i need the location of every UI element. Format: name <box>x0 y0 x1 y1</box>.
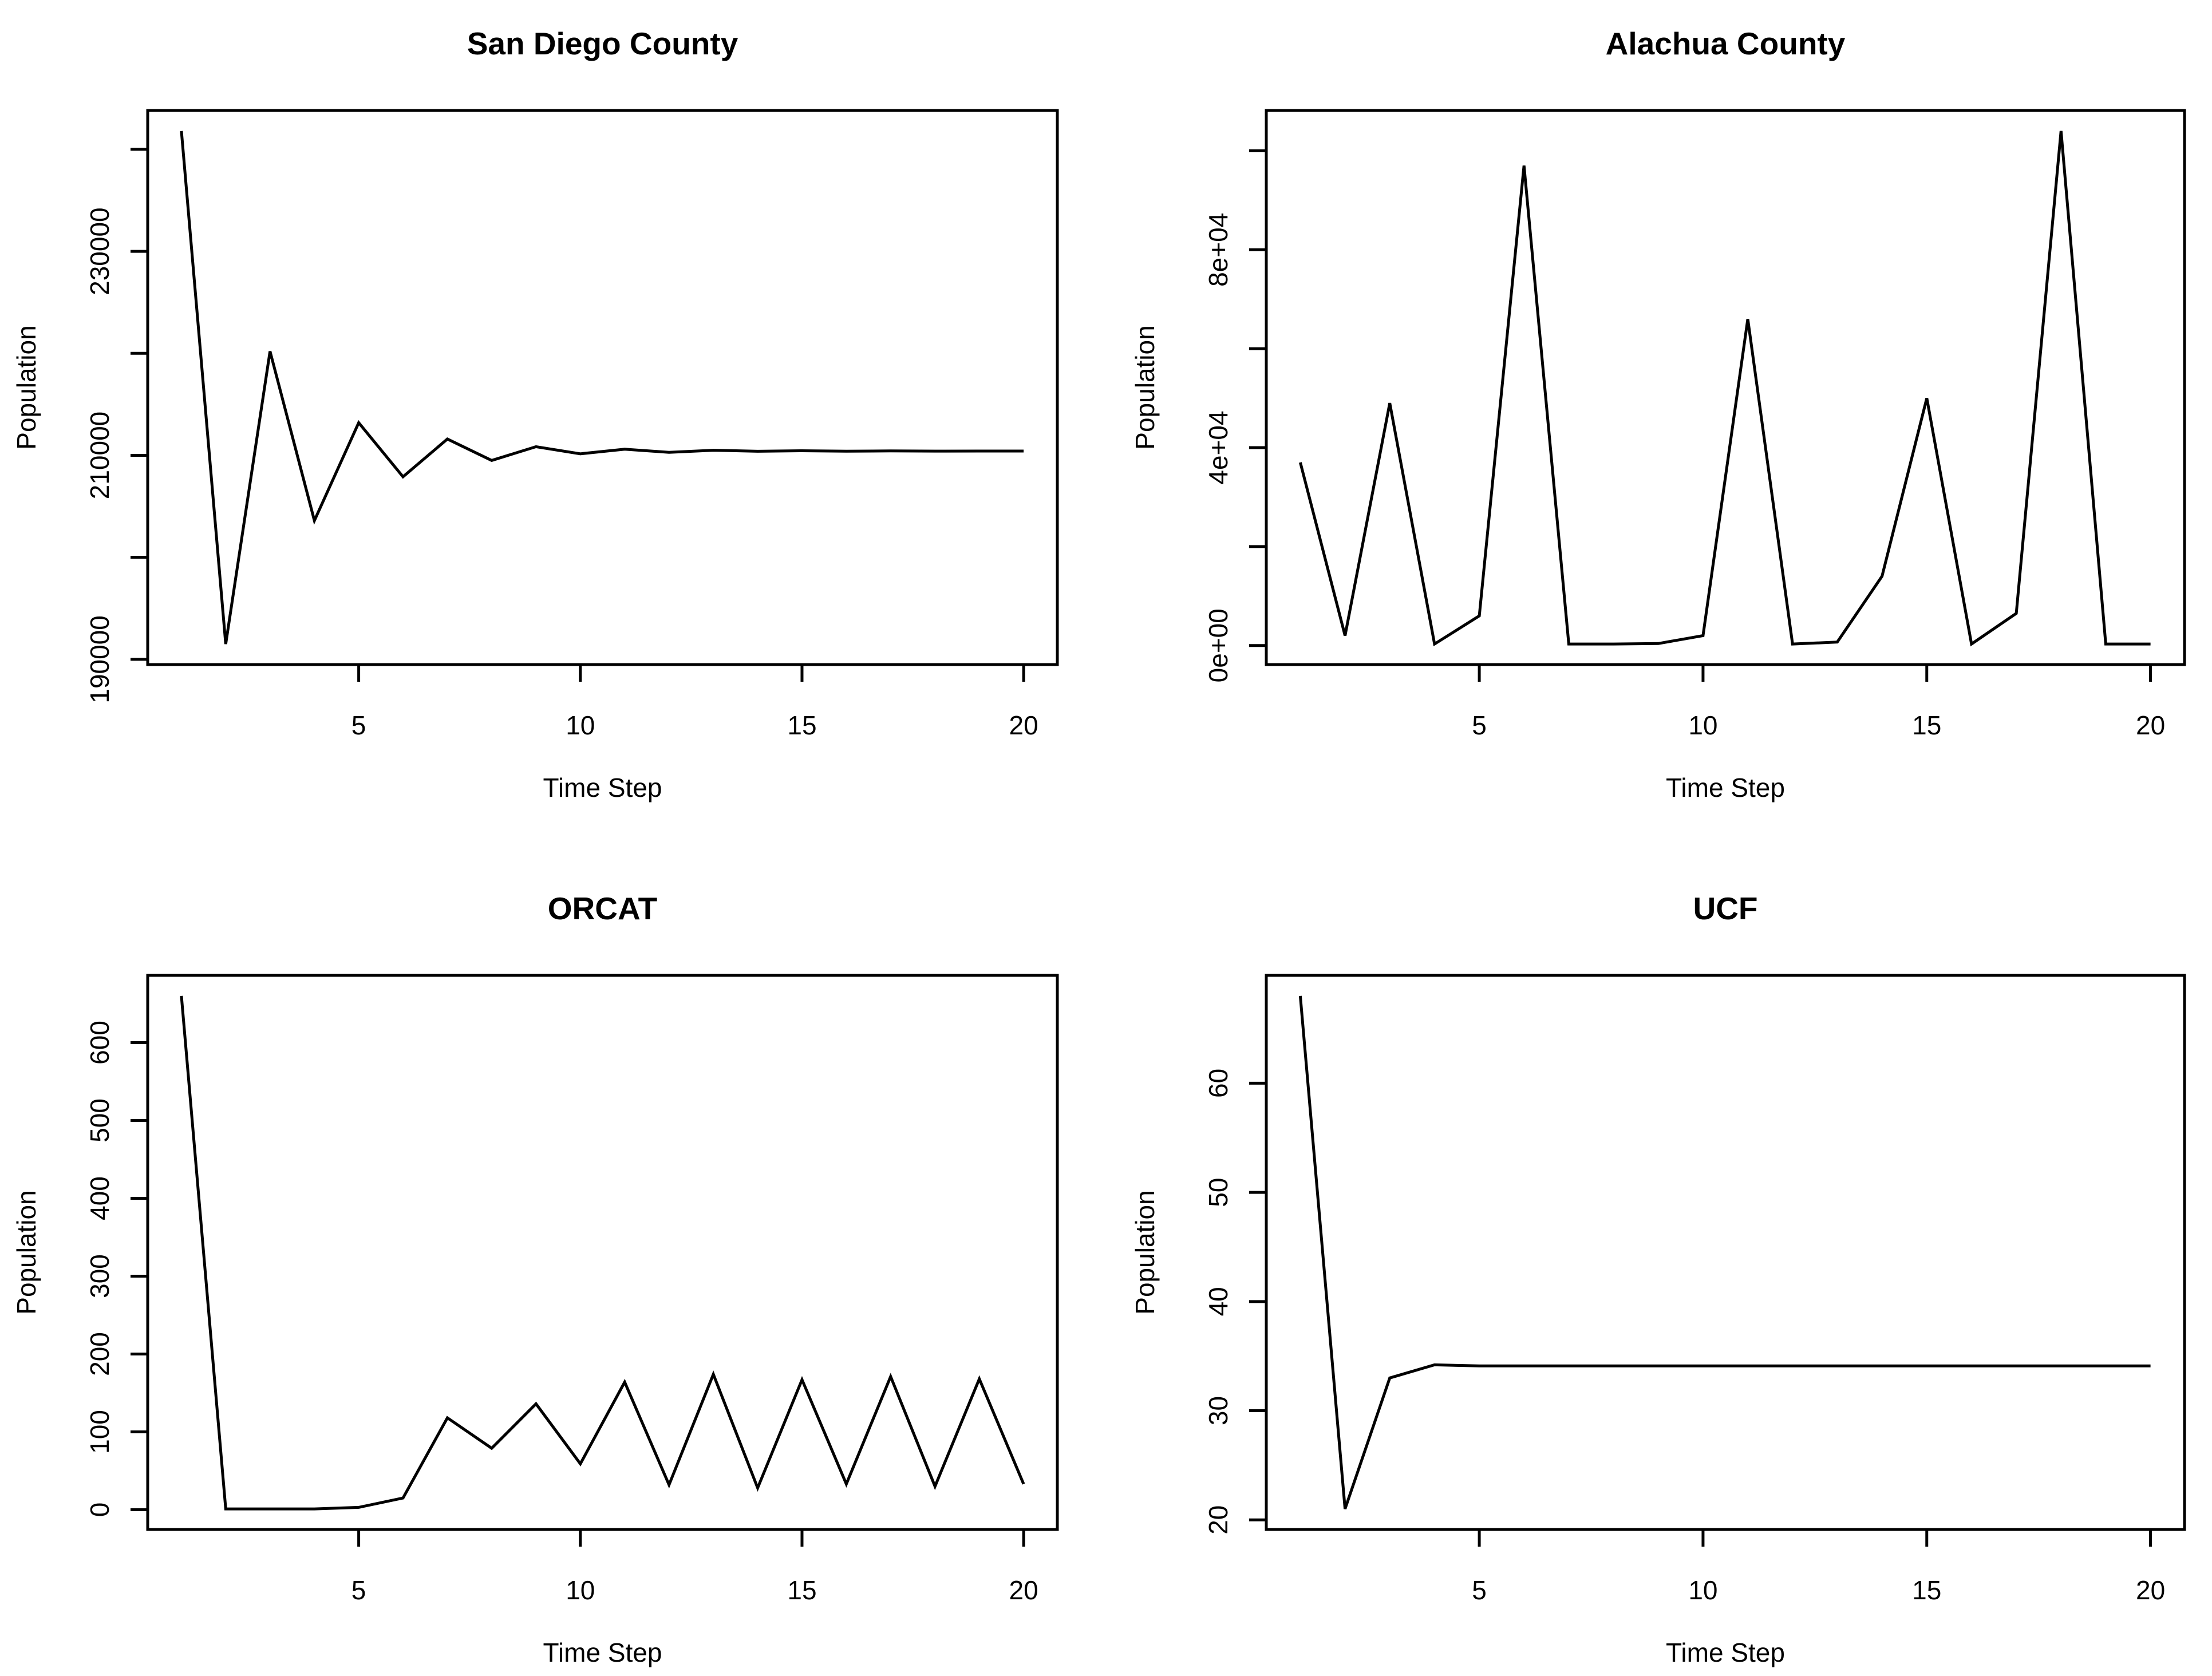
data-line <box>1298 131 2151 647</box>
y-tick-label: 600 <box>85 1021 114 1065</box>
x-tick-label: 20 <box>2136 1575 2165 1605</box>
y-axis-label: Population <box>11 325 41 449</box>
y-tick-label: 50 <box>1203 1178 1233 1207</box>
y-tick-label: 400 <box>85 1176 114 1220</box>
x-axis-label: Time Step <box>1666 1638 1785 1667</box>
x-tick-label: 15 <box>787 710 816 740</box>
chart-title: San Diego County <box>467 26 738 61</box>
x-tick-label: 10 <box>1688 1575 1717 1605</box>
data-line <box>180 995 1025 1511</box>
chart-panel-orcat: 5 10 15 20 0 100 200 300 400 500 600 ORCAT Time Step… <box>0 838 1106 1676</box>
x-tick-label: 5 <box>1472 1575 1487 1605</box>
x-tick-label: 20 <box>2136 710 2165 740</box>
chart-panel-ucf: 5 10 15 20 20 30 40 50 60 UCF Time Step Population <box>1106 838 2212 1676</box>
x-tick-label: 15 <box>1912 1575 1941 1605</box>
y-tick-label: 60 <box>1203 1069 1233 1098</box>
x-tick-label: 10 <box>566 1575 595 1605</box>
plot-box <box>1265 974 2186 1531</box>
y-tick-label: 4e+04 <box>1203 410 1233 484</box>
chart-panel-alachua-county: 5 10 15 20 0e+00 4e+04 8e+04 Alachua County Time… <box>1106 0 2212 838</box>
y-axis-label: Population <box>1130 325 1160 449</box>
data-line <box>1298 995 2151 1509</box>
y-tick-label: 200 <box>85 1332 114 1376</box>
x-tick-label: 10 <box>566 710 595 740</box>
x-tick-label: 15 <box>1912 710 1941 740</box>
x-tick-label: 10 <box>1688 710 1717 740</box>
line-chart-ucf: 5 10 15 20 20 30 40 50 60 UCF Time Step Population <box>1130 891 2186 1667</box>
x-axis-label: Time Step <box>1666 773 1785 803</box>
x-axis-label: Time Step <box>543 773 662 803</box>
line-chart-alachua-county: 5 10 15 20 0e+00 4e+04 8e+04 Alachua County Time… <box>1130 26 2186 803</box>
y-tick-label: 500 <box>85 1098 114 1143</box>
y-tick-label: 210000 <box>85 412 114 500</box>
y-tick-label: 8e+04 <box>1203 213 1233 287</box>
line-chart-san-diego-county: 5 10 15 20 190000 210000 230000 San Diego Count… <box>11 26 1059 803</box>
y-tick-label: 300 <box>85 1254 114 1298</box>
y-tick-label: 30 <box>1203 1396 1233 1425</box>
x-tick-label: 20 <box>1009 710 1038 740</box>
y-tick-label: 0 <box>85 1503 114 1517</box>
chart-title: ORCAT <box>548 891 657 926</box>
x-tick-label: 5 <box>351 710 366 740</box>
y-tick-label: 40 <box>1203 1287 1233 1316</box>
y-axis-label: Population <box>1130 1190 1160 1314</box>
chart-title: UCF <box>1693 891 1757 926</box>
x-tick-label: 15 <box>787 1575 816 1605</box>
data-line <box>180 131 1024 645</box>
y-tick-label: 100 <box>85 1410 114 1454</box>
x-tick-label: 20 <box>1009 1575 1038 1605</box>
x-tick-label: 5 <box>351 1575 366 1605</box>
y-tick-label: 20 <box>1203 1505 1233 1535</box>
y-tick-label: 230000 <box>85 207 114 295</box>
x-tick-label: 5 <box>1472 710 1487 740</box>
y-axis-label: Population <box>11 1190 41 1314</box>
plot-box <box>1265 109 2186 666</box>
y-tick-label: 190000 <box>85 615 114 703</box>
plot-box <box>146 109 1059 666</box>
chart-title: Alachua County <box>1606 26 1846 61</box>
plot-box <box>146 974 1059 1531</box>
y-tick-label: 0e+00 <box>1203 608 1233 682</box>
x-axis-label: Time Step <box>543 1638 662 1667</box>
chart-panel-san-diego-county: 5 10 15 20 190000 210000 230000 San Diego Count… <box>0 0 1106 838</box>
